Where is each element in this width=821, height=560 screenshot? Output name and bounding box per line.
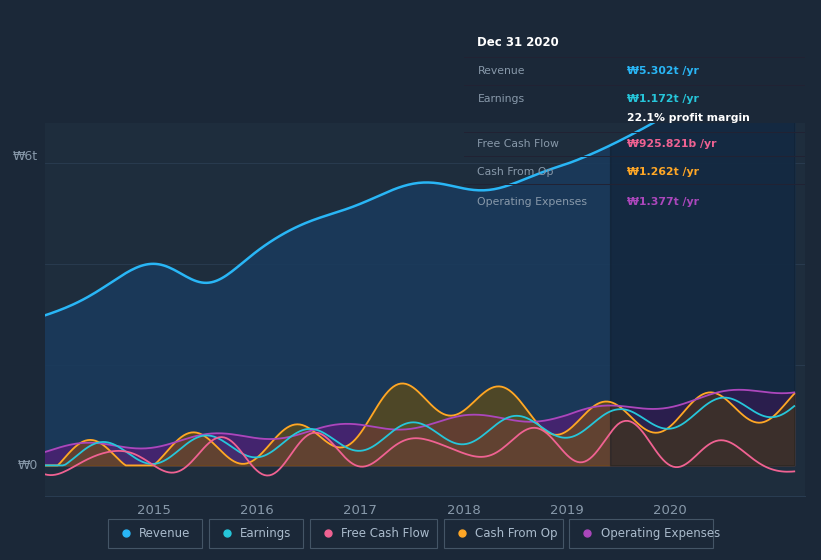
- Text: Revenue: Revenue: [478, 66, 525, 76]
- Text: ₩6t: ₩6t: [12, 151, 38, 164]
- Text: ₩1.172t /yr: ₩1.172t /yr: [627, 94, 699, 104]
- Text: Cash From Op: Cash From Op: [478, 167, 554, 177]
- Text: ₩925.821b /yr: ₩925.821b /yr: [627, 139, 717, 150]
- Text: Operating Expenses: Operating Expenses: [478, 197, 588, 207]
- Text: ₩1.262t /yr: ₩1.262t /yr: [627, 167, 699, 177]
- Text: Free Cash Flow: Free Cash Flow: [342, 527, 429, 540]
- Text: ₩1.377t /yr: ₩1.377t /yr: [627, 197, 699, 207]
- Text: Cash From Op: Cash From Op: [475, 527, 557, 540]
- Text: ₩0: ₩0: [17, 459, 38, 472]
- Text: Earnings: Earnings: [478, 94, 525, 104]
- Text: ₩5.302t /yr: ₩5.302t /yr: [627, 66, 699, 76]
- Text: Free Cash Flow: Free Cash Flow: [478, 139, 559, 150]
- Text: Operating Expenses: Operating Expenses: [601, 527, 720, 540]
- Text: Earnings: Earnings: [240, 527, 291, 540]
- Text: 22.1% profit margin: 22.1% profit margin: [627, 114, 750, 123]
- Text: Dec 31 2020: Dec 31 2020: [478, 36, 559, 49]
- Text: Revenue: Revenue: [140, 527, 190, 540]
